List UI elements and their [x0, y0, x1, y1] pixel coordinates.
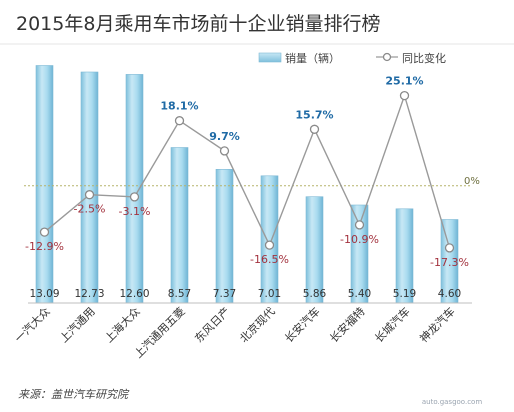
yoy-point: [84, 190, 95, 200]
yoy-point: [354, 220, 365, 230]
yoy-point: [39, 227, 50, 237]
yoy-label: -3.1%: [119, 205, 151, 218]
category-label: 上汽通用: [57, 304, 98, 345]
yoy-point: [174, 116, 185, 126]
bar-value-label: 4.60: [438, 288, 461, 300]
category-label: 北京现代: [237, 304, 278, 345]
yoy-point: [444, 243, 455, 253]
bar-value-label: 8.57: [168, 288, 191, 300]
zero-reference-label: 0%: [464, 176, 480, 187]
legend: 销量（辆） 同比变化: [258, 51, 446, 65]
sales-bar: [170, 147, 189, 304]
yoy-point: [219, 146, 230, 156]
yoy-label: -12.9%: [25, 240, 64, 253]
yoy-label: -17.3%: [430, 256, 469, 269]
legend-line-label: 同比变化: [402, 51, 446, 65]
yoy-line-layer: [39, 90, 455, 253]
sales-bar: [80, 71, 99, 304]
category-label: 一汽大众: [12, 304, 53, 345]
bar-value-label: 5.40: [348, 288, 371, 300]
yoy-label: 9.7%: [209, 130, 240, 143]
yoy-label: 15.7%: [295, 108, 333, 121]
sales-bar: [35, 65, 54, 304]
bar-value-label: 5.86: [303, 288, 327, 300]
yoy-label: -2.5%: [74, 203, 106, 216]
yoy-label: 18.1%: [160, 100, 198, 113]
sales-bar: [215, 169, 234, 304]
yoy-point: [399, 90, 410, 101]
bar-value-label: 7.37: [213, 288, 236, 300]
category-label: 长安汽车: [282, 304, 323, 345]
yoy-label: 25.1%: [385, 75, 423, 88]
chart-title: 2015年8月乘用车市场前十企业销量排行榜: [16, 13, 380, 35]
sales-bar: [125, 74, 144, 304]
source-note: 来源：盖世汽车研究院: [18, 388, 130, 401]
legend-line-marker: [382, 52, 392, 62]
bars-layer: [35, 65, 459, 304]
bar-value-labels: 13.09 12.73 12.60 8.57 7.37 7.01 5.86 5.40 5.19 4…: [29, 288, 461, 300]
yoy-value-labels: -12.9% -2.5% -3.1% 18.1% 9.7% -16.5% 15.7% -10.…: [25, 75, 469, 269]
yoy-point: [264, 240, 275, 250]
yoy-change-line: [44, 93, 451, 249]
watermark: auto.gasgoo.com: [422, 398, 482, 406]
yoy-point: [129, 192, 140, 202]
legend-bar-swatch: [258, 52, 282, 63]
bar-value-label: 5.19: [393, 288, 416, 300]
category-label: 上海大众: [102, 304, 143, 345]
yoy-label: -10.9%: [340, 233, 379, 246]
yoy-label: -16.5%: [250, 253, 289, 266]
bar-value-label: 13.09: [29, 288, 59, 300]
bar-value-label: 12.73: [74, 288, 104, 300]
legend-bar-label: 销量（辆）: [285, 51, 340, 65]
bar-value-label: 7.01: [258, 288, 281, 300]
category-label: 神龙汽车: [417, 304, 458, 345]
bar-value-label: 12.60: [119, 288, 149, 300]
yoy-point: [309, 124, 320, 134]
sales-bar: [260, 175, 279, 304]
category-label: 长安福特: [327, 304, 368, 345]
category-label: 长城汽车: [372, 304, 413, 345]
category-label: 东风日产: [192, 304, 233, 345]
